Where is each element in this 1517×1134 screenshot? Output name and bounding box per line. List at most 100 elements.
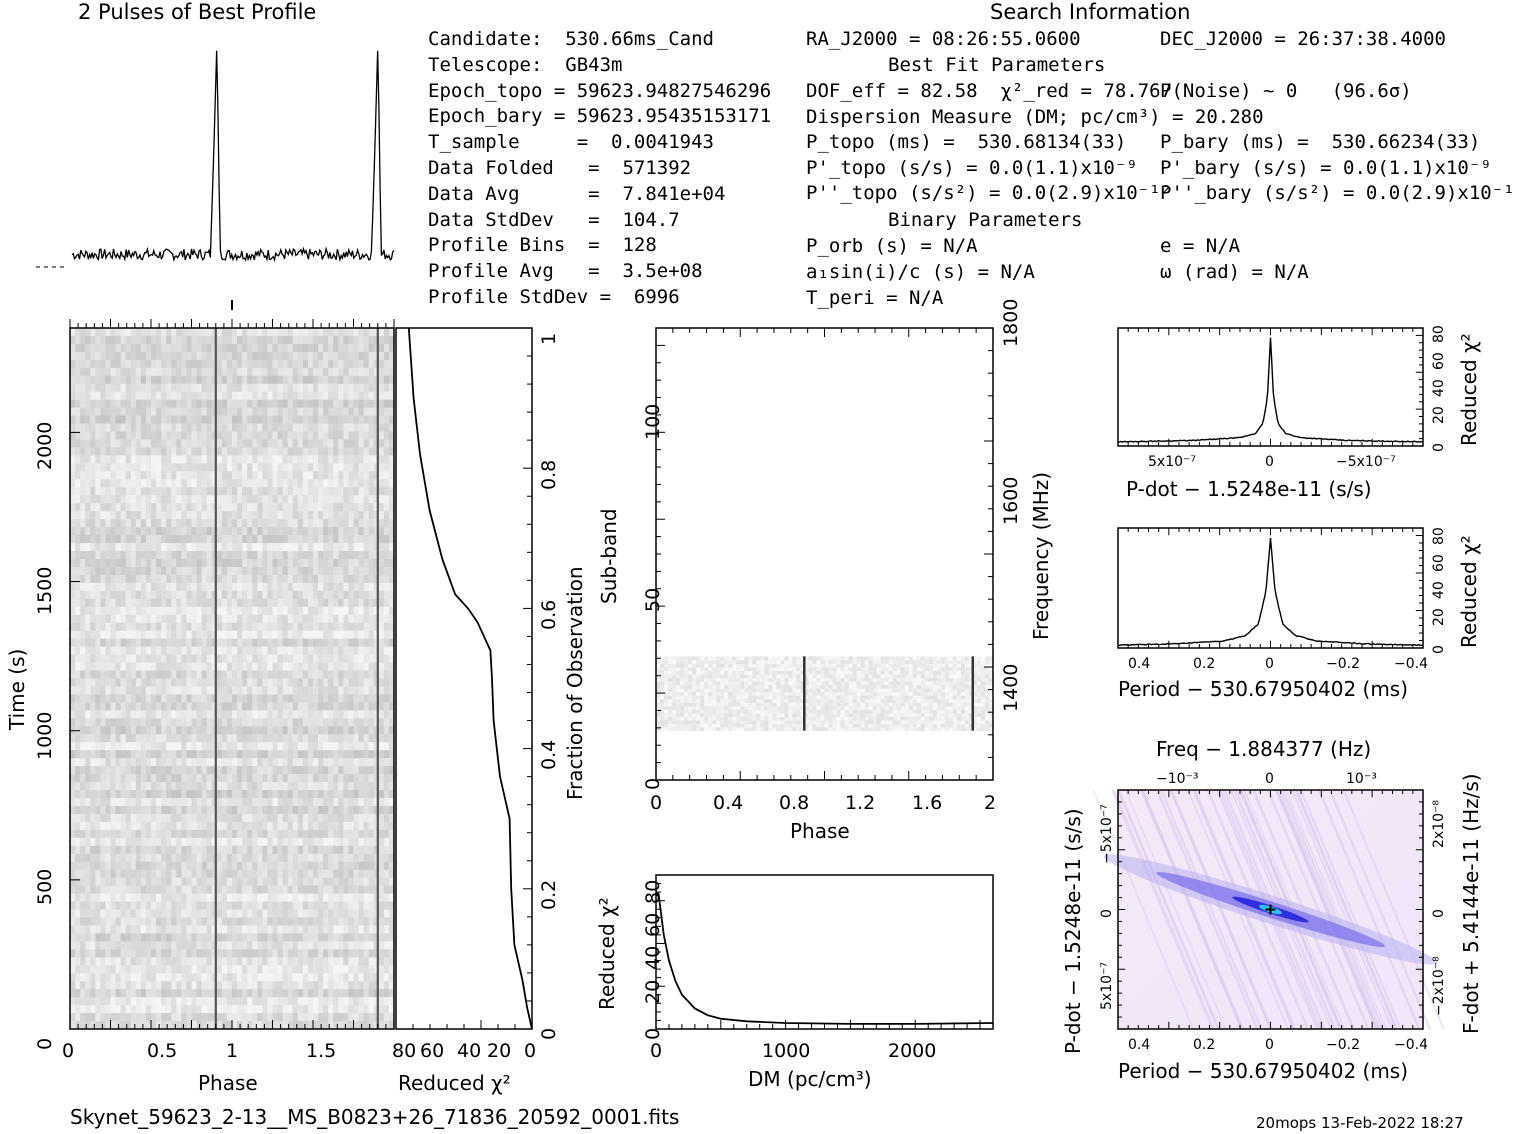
heatmap-cell — [111, 854, 117, 862]
heatmap-cell — [318, 822, 324, 830]
heatmap-cell — [288, 583, 294, 591]
heatmap-cell — [283, 432, 289, 440]
heatmap-cell — [354, 463, 360, 471]
heatmap-cell — [166, 894, 172, 902]
heatmap-cell — [278, 910, 284, 918]
heatmap-cell — [171, 527, 177, 535]
heatmap-cell — [151, 686, 157, 694]
heatmap-cell — [70, 686, 76, 694]
heatmap-cell — [171, 710, 177, 718]
heatmap-cell — [176, 910, 182, 918]
heatmap-cell — [293, 917, 299, 925]
heatmap-cell — [242, 814, 248, 822]
heatmap-cell — [333, 495, 339, 503]
heatmap-cell — [217, 479, 223, 487]
heatmap-cell — [384, 551, 390, 559]
heatmap-cell — [257, 910, 263, 918]
heatmap-cell — [85, 702, 91, 710]
heatmap-cell — [192, 511, 198, 519]
heatmap-cell — [303, 543, 309, 551]
heatmap-cell — [136, 686, 142, 694]
heatmap-cell — [364, 663, 370, 671]
heatmap-cell — [126, 758, 132, 766]
heatmap-cell — [257, 424, 263, 432]
heatmap-cell — [176, 360, 182, 368]
heatmap-cell — [267, 925, 273, 933]
heatmap-cell — [242, 742, 248, 750]
heatmap-cell — [237, 902, 243, 910]
heatmap-cell — [126, 734, 132, 742]
heatmap-cell — [181, 591, 187, 599]
heatmap-cell — [283, 806, 289, 814]
heatmap-cell — [166, 440, 172, 448]
heatmap-cell — [136, 790, 142, 798]
heatmap-cell — [95, 591, 101, 599]
heatmap-cell — [100, 750, 106, 758]
heatmap-cell — [75, 790, 81, 798]
heatmap-cell — [151, 400, 157, 408]
heatmap-cell — [166, 463, 172, 471]
heatmap-cell — [384, 599, 390, 607]
heatmap-cell — [186, 862, 192, 870]
heatmap-cell — [166, 344, 172, 352]
heatmap-cell — [288, 440, 294, 448]
heatmap-cell — [303, 726, 309, 734]
heatmap-cell — [202, 902, 208, 910]
heatmap-cell — [75, 623, 81, 631]
heatmap-cell — [176, 527, 182, 535]
heatmap-cell — [156, 862, 162, 870]
heatmap-cell — [176, 894, 182, 902]
heatmap-cell — [343, 447, 349, 455]
heatmap-cell — [354, 567, 360, 575]
heatmap-cell — [257, 718, 263, 726]
heatmap-cell — [161, 798, 167, 806]
heatmap-cell — [171, 424, 177, 432]
heatmap-cell — [267, 607, 273, 615]
heatmap-cell — [202, 774, 208, 782]
heatmap-cell — [176, 718, 182, 726]
heatmap-cell — [100, 655, 106, 663]
heatmap-cell — [359, 870, 365, 878]
heatmap-cell — [364, 862, 370, 870]
heatmap-cell — [161, 639, 167, 647]
heatmap-cell — [166, 567, 172, 575]
heatmap-cell — [308, 663, 314, 671]
heatmap-cell — [166, 400, 172, 408]
heatmap-cell — [237, 822, 243, 830]
heatmap-cell — [333, 886, 339, 894]
heatmap-cell — [176, 503, 182, 511]
heatmap-cell — [338, 583, 344, 591]
heatmap-cell — [333, 814, 339, 822]
heatmap-cell — [202, 679, 208, 687]
heatmap-cell — [111, 647, 117, 655]
heatmap-cell — [202, 615, 208, 623]
heatmap-cell — [161, 870, 167, 878]
heatmap-cell — [121, 336, 127, 344]
heatmap-cell — [308, 838, 314, 846]
heatmap-cell — [252, 663, 258, 671]
heatmap-cell — [232, 933, 238, 941]
heatmap-cell — [247, 479, 253, 487]
heatmap-cell — [267, 878, 273, 886]
heatmap-cell — [384, 686, 390, 694]
heatmap-cell — [70, 583, 76, 591]
heatmap-cell — [323, 583, 329, 591]
heatmap-cell — [100, 336, 106, 344]
heatmap-cell — [151, 344, 157, 352]
heatmap-cell — [348, 416, 354, 424]
heatmap-cell — [90, 702, 96, 710]
heatmap-cell — [75, 846, 81, 854]
heatmap-cell — [303, 471, 309, 479]
heatmap-cell — [166, 910, 172, 918]
heatmap-cell — [126, 702, 132, 710]
heatmap-cell — [303, 336, 309, 344]
heatmap-cell — [257, 830, 263, 838]
heatmap-cell — [298, 886, 304, 894]
heatmap-cell — [146, 440, 152, 448]
heatmap-cell — [354, 455, 360, 463]
heatmap-cell — [359, 814, 365, 822]
heatmap-cell — [262, 408, 268, 416]
heatmap-cell — [343, 838, 349, 846]
heatmap-cell — [141, 591, 147, 599]
heatmap-cell — [359, 702, 365, 710]
